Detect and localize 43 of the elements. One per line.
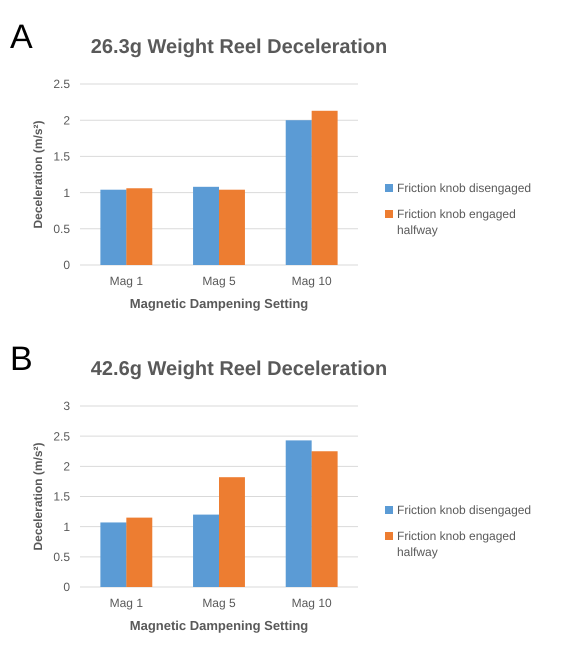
x-tick-label: Mag 10 <box>292 596 332 610</box>
y-tick-label: 1 <box>63 520 70 534</box>
y-tick-label: 0 <box>63 580 70 594</box>
legend-label: Friction knob disengaged <box>397 503 532 518</box>
y-tick-label: 3 <box>63 399 70 414</box>
y-tick-label: 1.5 <box>53 150 70 164</box>
x-tick-label: Mag 5 <box>202 596 236 610</box>
y-tick-label: 2.5 <box>53 429 70 444</box>
bar <box>312 110 338 265</box>
x-tick-label: Mag 1 <box>110 596 144 610</box>
legend-label: Friction knob disengaged <box>397 181 532 196</box>
y-tick-label: 1.5 <box>53 490 70 504</box>
x-tick-label: Mag 10 <box>292 274 332 288</box>
bar <box>126 188 152 265</box>
y-tick-label: 0.5 <box>53 550 70 564</box>
bar <box>219 190 245 265</box>
text: A <box>10 18 33 56</box>
x-tick-label: Mag 1 <box>110 274 144 288</box>
bar <box>100 190 126 265</box>
y-tick-label: 0.5 <box>53 222 70 236</box>
chart-title: 42.6g Weight Reel Deceleration <box>90 358 388 380</box>
bar <box>219 477 245 587</box>
x-axis-title: Magnetic Dampening Setting <box>130 618 308 633</box>
chart-title: 26.3g Weight Reel Deceleration <box>90 36 388 58</box>
y-axis-title: Deceleration (m/s²) <box>31 442 45 551</box>
bar <box>126 518 152 587</box>
legend-label: Friction knob engaged halfway <box>397 529 516 560</box>
y-tick-label: 0 <box>63 258 70 272</box>
bar <box>286 120 312 265</box>
y-tick-label: 1 <box>63 186 70 200</box>
bar <box>193 186 219 265</box>
bar <box>312 451 338 587</box>
bar <box>193 514 219 587</box>
bar <box>100 522 126 587</box>
y-tick-label: 2 <box>63 460 70 474</box>
text: B <box>10 340 33 378</box>
bar <box>286 440 312 587</box>
x-tick-label: Mag 5 <box>202 274 236 288</box>
y-axis-title: Deceleration (m/s²) <box>31 120 45 229</box>
x-axis-title: Magnetic Dampening Setting <box>130 296 308 311</box>
y-tick-label: 2.5 <box>53 77 70 92</box>
legend-label: Friction knob engaged halfway <box>397 207 516 238</box>
y-tick-label: 2 <box>63 113 70 128</box>
